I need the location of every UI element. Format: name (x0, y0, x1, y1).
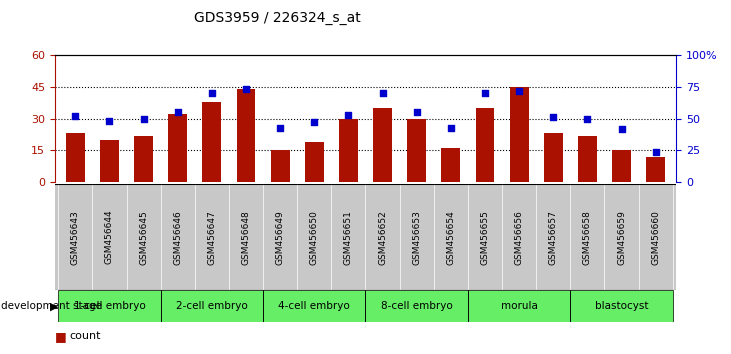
Bar (305, 142, 324, 182)
Text: 8-cell embryo: 8-cell embryo (381, 301, 452, 311)
Point (104, 118, 115, 124)
FancyBboxPatch shape (468, 290, 570, 322)
Point (616, 126, 627, 132)
Text: GSM456649: GSM456649 (276, 210, 284, 264)
Text: GSM456644: GSM456644 (105, 210, 114, 264)
Point (308, 120, 320, 125)
Bar (339, 119, 357, 182)
Point (582, 116, 594, 121)
Text: GSM456646: GSM456646 (173, 210, 182, 264)
Point (137, 116, 149, 121)
Text: 1-cell embryo: 1-cell embryo (74, 301, 145, 311)
Text: GSM456645: GSM456645 (139, 210, 148, 264)
Text: GSM456643: GSM456643 (71, 210, 80, 264)
Text: GSM456647: GSM456647 (208, 210, 216, 264)
FancyBboxPatch shape (570, 290, 673, 322)
Point (240, 86, 252, 92)
Text: GSM456651: GSM456651 (344, 210, 353, 265)
Bar (100, 140, 119, 182)
Point (548, 114, 559, 120)
Bar (66, 133, 85, 182)
Text: GDS3959 / 226324_s_at: GDS3959 / 226324_s_at (194, 11, 361, 25)
Point (343, 112, 355, 118)
FancyBboxPatch shape (58, 290, 161, 322)
Text: GSM456648: GSM456648 (241, 210, 251, 264)
Text: GSM456656: GSM456656 (515, 210, 523, 265)
Bar (202, 102, 221, 182)
Bar (544, 133, 563, 182)
Point (274, 125, 286, 130)
Text: morula: morula (501, 301, 537, 311)
Bar (237, 89, 255, 182)
Bar (168, 114, 187, 182)
Text: GSM456660: GSM456660 (651, 210, 660, 265)
Text: GSM456654: GSM456654 (447, 210, 455, 264)
FancyBboxPatch shape (161, 290, 263, 322)
Text: development stage: development stage (1, 301, 102, 311)
Text: GSM456652: GSM456652 (378, 210, 387, 264)
Point (650, 149, 662, 155)
Text: GSM456659: GSM456659 (617, 210, 626, 265)
Point (445, 125, 457, 130)
Text: 2-cell embryo: 2-cell embryo (176, 301, 248, 311)
Bar (135, 136, 153, 182)
Text: count: count (69, 331, 101, 341)
Text: GSM456658: GSM456658 (583, 210, 592, 265)
Point (206, 90, 218, 96)
Text: GSM456655: GSM456655 (480, 210, 490, 265)
Bar (578, 136, 596, 182)
FancyBboxPatch shape (263, 290, 366, 322)
Text: GSM456653: GSM456653 (412, 210, 421, 265)
Bar (374, 108, 392, 182)
FancyBboxPatch shape (366, 290, 468, 322)
Bar (612, 150, 631, 182)
Bar (646, 157, 665, 182)
Text: GSM456657: GSM456657 (549, 210, 558, 265)
Point (411, 109, 423, 115)
Bar (476, 108, 494, 182)
Bar (270, 150, 289, 182)
Point (376, 90, 388, 96)
Point (172, 109, 183, 115)
Point (513, 88, 525, 93)
Point (479, 90, 491, 96)
Bar (510, 87, 529, 182)
Text: GSM456650: GSM456650 (310, 210, 319, 265)
Text: 4-cell embryo: 4-cell embryo (279, 301, 350, 311)
Text: ▶: ▶ (50, 301, 58, 311)
Text: ■: ■ (55, 330, 67, 343)
Text: blastocyst: blastocyst (595, 301, 648, 311)
Point (69, 113, 81, 119)
Bar (442, 148, 461, 182)
Bar (407, 119, 426, 182)
